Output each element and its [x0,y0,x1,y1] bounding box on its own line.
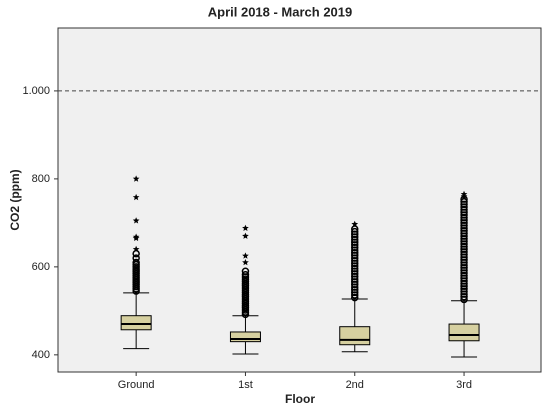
y-tick-label: 400 [32,349,50,361]
extreme [460,190,468,198]
outlier [350,225,359,233]
extreme [132,217,140,224]
x-tick-label: Ground [118,379,155,391]
box [120,315,152,331]
y-tick-label: 1.000 [22,85,50,97]
y-tick-label: 600 [32,261,50,273]
extreme [242,224,249,231]
box [448,323,480,342]
extreme [132,233,140,240]
box [339,326,371,346]
extreme [242,252,249,259]
chart-title: April 2018 - March 2019 [208,4,353,19]
x-tick-label: 2nd [346,379,364,391]
extreme [132,175,140,182]
outlier [460,198,468,206]
extreme [132,245,140,253]
outlier [132,254,140,262]
y-axis-title: CO2 (ppm) [8,169,22,230]
extreme [132,193,140,201]
x-tick-label: 3rd [456,379,472,391]
extreme [460,193,468,200]
box [229,331,261,343]
extreme [242,232,249,239]
outlier [350,227,359,236]
y-tick-label: 800 [32,173,50,185]
extreme [351,220,359,227]
x-tick-label: 1st [238,379,253,391]
x-axis-title: Floor [285,392,315,406]
outlier [132,258,140,267]
extreme [242,259,249,266]
outlier [241,271,250,279]
outlier [241,267,250,276]
